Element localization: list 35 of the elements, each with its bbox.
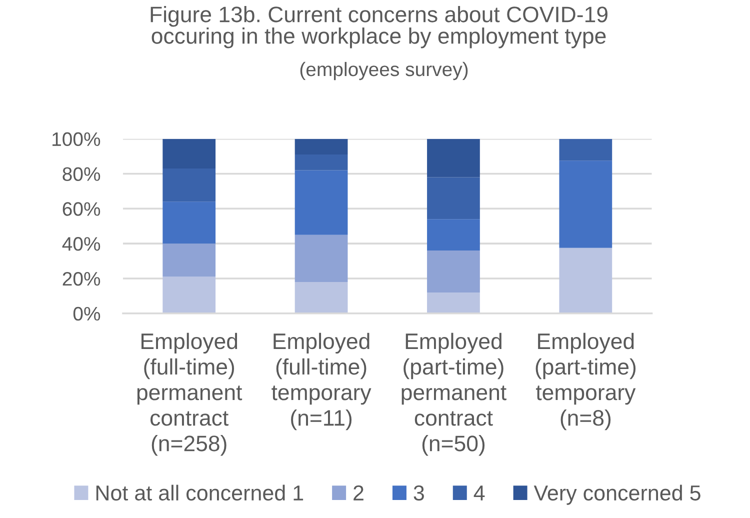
bar — [559, 248, 612, 314]
chart-subtitle: (employees survey) — [300, 62, 468, 80]
x-tick-label: Employed (part-time) permanent contract (n=50) — [402, 332, 506, 456]
legend-label: 2 — [354, 485, 364, 500]
bar — [294, 234, 348, 282]
chart-title: Figure 13b. Current concerns about COVID-19 occuring in the workplace by employment type — [150, 6, 608, 48]
x-tick-label: Employed (full-time) permanent contract (n=258) — [137, 332, 242, 456]
bar — [427, 292, 480, 314]
x-tick-label: Employed (part-time) temporary (n=8) — [536, 332, 636, 430]
bar — [294, 282, 348, 314]
y-tick-label: 100% — [52, 132, 100, 146]
bar — [294, 138, 348, 155]
y-tick-label: 40% — [62, 237, 100, 251]
bar — [162, 202, 216, 244]
y-tick-label: 60% — [62, 202, 100, 216]
bar — [427, 138, 480, 178]
bar — [559, 160, 612, 248]
bar — [162, 168, 216, 202]
bar — [162, 244, 216, 277]
bar — [427, 219, 480, 251]
y-tick-label: 0% — [73, 306, 100, 321]
bar — [294, 170, 348, 235]
y-tick-label: 20% — [62, 272, 100, 286]
y-tick-label: 80% — [62, 167, 100, 181]
bar — [427, 250, 480, 292]
bar — [162, 276, 216, 314]
x-tick-label: Employed (full-time) temporary (n=11) — [272, 332, 372, 430]
bar — [162, 138, 216, 168]
bar — [294, 154, 348, 170]
legend-label: Not at all concerned 1 — [96, 484, 304, 501]
bar — [427, 177, 480, 220]
legend-label: 3 — [414, 485, 424, 501]
bar — [559, 138, 612, 161]
legend-label: Very concerned 5 — [534, 484, 700, 505]
legend-label: 4 — [474, 486, 485, 500]
